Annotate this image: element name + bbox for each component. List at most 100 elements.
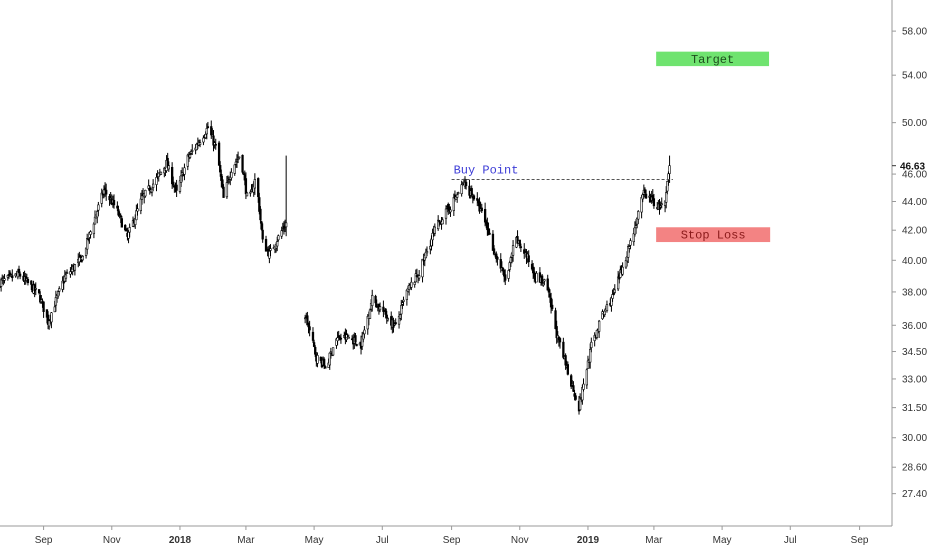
candle (312, 339, 316, 348)
candle (425, 246, 429, 257)
candle (519, 243, 523, 253)
candle (554, 307, 557, 330)
candle (264, 235, 268, 252)
candle (410, 277, 413, 291)
candle (103, 182, 107, 197)
candle (507, 269, 510, 282)
candle (102, 185, 106, 199)
candle (269, 244, 272, 257)
candle (355, 343, 358, 347)
candle (368, 308, 372, 319)
candle (92, 222, 96, 239)
candle (566, 361, 569, 376)
candle (660, 197, 663, 209)
candle (73, 264, 77, 276)
candle (621, 262, 624, 277)
x-axis: Sep Nov 2018 Mar May Jul Sep Nov 2019 Mar May Jul Se… (35, 526, 869, 546)
candle (268, 245, 271, 264)
candle (324, 365, 327, 369)
stop-loss-label: Stop Loss (681, 229, 746, 243)
candle (418, 270, 421, 281)
candle (470, 185, 473, 198)
candle (472, 194, 476, 201)
candle (100, 188, 103, 208)
x-tick-label: May (305, 535, 324, 546)
candle (444, 205, 448, 225)
candle (3, 274, 6, 284)
candle (476, 192, 479, 207)
candle (128, 223, 131, 238)
candle (464, 178, 468, 190)
x-tick-label: Jul (376, 535, 389, 546)
candle (159, 171, 163, 175)
x-tick-label: Jul (784, 535, 797, 546)
candle (198, 139, 202, 148)
candle (97, 201, 100, 216)
target-label: Target (691, 53, 734, 67)
x-tick-label: Nov (103, 535, 121, 546)
candle (212, 130, 215, 152)
candle (394, 318, 397, 325)
candle (339, 333, 343, 344)
candle (386, 317, 390, 322)
candle (18, 271, 22, 280)
candle (230, 168, 233, 181)
candle (241, 154, 244, 174)
candle (79, 254, 82, 259)
candle (65, 269, 69, 275)
y-tick-label: 28.60 (902, 463, 927, 474)
candle (421, 258, 424, 283)
candle (157, 172, 160, 182)
annotations: Buy Point Target Stop Loss (451, 51, 771, 243)
candle (424, 248, 428, 259)
candle (402, 296, 405, 306)
candle (331, 347, 335, 357)
candle (633, 221, 637, 237)
x-tick-label: 2018 (169, 535, 192, 546)
candle (585, 368, 588, 389)
candle (347, 334, 350, 339)
y-tick-label: 31.50 (902, 403, 927, 414)
candle (393, 323, 396, 327)
y-tick-label: 40.00 (902, 256, 927, 267)
candle (562, 337, 565, 360)
candle (150, 188, 154, 197)
y-tick-label: 33.00 (902, 374, 927, 385)
candle (644, 189, 648, 200)
candle (605, 300, 609, 313)
candle (535, 271, 538, 283)
candle (336, 331, 339, 346)
candle (593, 332, 596, 347)
candle (523, 243, 526, 259)
x-tick-label: Sep (443, 535, 461, 546)
candle (478, 197, 481, 214)
candle (140, 190, 144, 205)
candle (457, 191, 460, 195)
x-tick-label: Mar (645, 535, 663, 546)
candle (89, 230, 92, 239)
candle (81, 255, 84, 261)
candle (175, 179, 178, 198)
candle (354, 332, 357, 345)
candle (597, 319, 601, 338)
candle (108, 193, 111, 206)
candle (206, 121, 210, 129)
candle (86, 233, 89, 255)
candle (261, 223, 264, 243)
x-tick-label: Mar (237, 535, 255, 546)
candle (105, 183, 108, 201)
candle (511, 240, 515, 262)
y-tick-label: 42.00 (902, 226, 927, 237)
candle (96, 209, 99, 224)
candle (488, 228, 491, 235)
candle (285, 155, 288, 237)
y-tick-label: 58.00 (902, 27, 927, 38)
candle (304, 314, 307, 324)
candle (136, 203, 139, 216)
stop-loss-box (656, 227, 771, 243)
candle (217, 140, 221, 166)
candle (144, 189, 147, 198)
x-tick-label: Nov (511, 535, 529, 546)
candle (308, 320, 311, 337)
